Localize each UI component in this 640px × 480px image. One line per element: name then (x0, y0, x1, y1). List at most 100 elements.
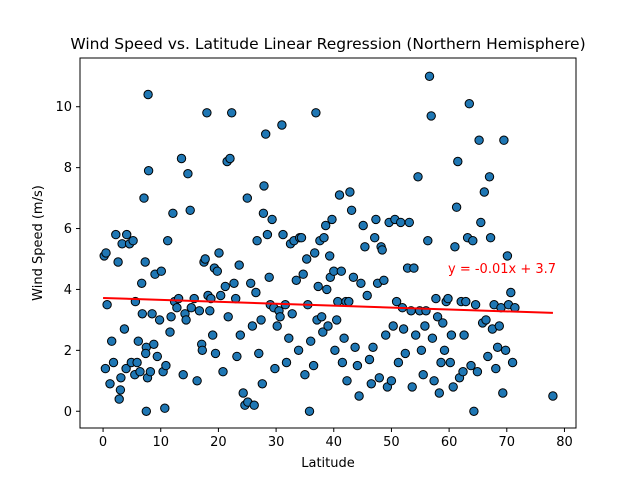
data-point-194 (416, 345, 427, 355)
data-point-80 (227, 108, 237, 118)
data-point-124 (302, 254, 312, 264)
data-point-136 (319, 233, 329, 243)
data-point-44 (163, 236, 173, 246)
data-point-92 (249, 400, 259, 410)
x-tick-label-10: 10 (152, 435, 169, 450)
data-point-52 (178, 370, 188, 380)
data-point-89 (242, 193, 253, 203)
data-point-159 (354, 391, 364, 401)
data-point-69 (208, 330, 218, 340)
data-point-207 (438, 318, 448, 328)
data-point-26 (139, 193, 149, 203)
data-point-104 (267, 214, 277, 225)
data-point-114 (284, 333, 294, 343)
data-point-12 (114, 394, 124, 404)
data-point-90 (246, 278, 256, 288)
data-point-65 (202, 108, 212, 118)
data-point-13 (119, 324, 130, 334)
data-point-97 (257, 379, 267, 389)
data-point-98 (258, 208, 269, 219)
data-point-74 (216, 290, 226, 301)
data-point-64 (200, 254, 210, 264)
data-point-127 (306, 336, 316, 346)
data-point-149 (337, 357, 348, 368)
data-point-251 (548, 391, 558, 401)
y-tick-label-6: 6 (64, 222, 72, 237)
regression-equation: y = -0.01x + 3.7 (448, 262, 556, 277)
data-point-140 (325, 251, 335, 261)
data-point-138 (322, 284, 332, 295)
data-point-101 (262, 229, 273, 240)
data-point-119 (293, 345, 304, 355)
data-point-147 (334, 190, 345, 200)
data-point-163 (362, 290, 372, 301)
data-point-215 (451, 202, 462, 212)
data-point-129 (310, 248, 320, 258)
data-point-135 (318, 327, 328, 337)
data-point-178 (388, 321, 398, 331)
data-point-235 (484, 172, 495, 182)
data-point-36 (149, 339, 159, 349)
data-point-219 (458, 367, 468, 377)
data-point-29 (141, 348, 151, 359)
plot-area-frame (79, 57, 577, 429)
data-point-142 (327, 214, 337, 225)
data-point-109 (275, 312, 285, 322)
data-point-107 (272, 321, 282, 331)
data-point-7 (111, 229, 121, 240)
data-point-177 (386, 376, 397, 386)
data-point-34 (145, 367, 156, 377)
data-point-154 (345, 187, 355, 197)
data-point-205 (434, 388, 444, 398)
x-tick-label-30: 30 (268, 435, 285, 450)
data-point-191 (411, 330, 421, 340)
data-point-199 (424, 71, 435, 82)
data-point-248 (506, 287, 516, 298)
data-point-42 (160, 403, 170, 413)
data-point-243 (498, 388, 508, 398)
x-tick-label-70: 70 (499, 435, 516, 450)
data-point-192 (413, 172, 423, 182)
data-point-8 (113, 257, 123, 267)
data-point-11 (115, 385, 126, 395)
data-point-229 (474, 135, 484, 145)
data-point-96 (256, 315, 266, 325)
data-point-2 (102, 300, 112, 310)
data-point-43 (161, 360, 171, 371)
data-point-51 (176, 153, 187, 164)
data-point-245 (500, 345, 511, 355)
data-point-78 (223, 312, 233, 322)
data-point-27 (140, 257, 150, 267)
data-point-81 (229, 278, 239, 288)
data-point-212 (446, 330, 457, 340)
data-point-85 (235, 330, 246, 340)
data-point-210 (443, 293, 453, 304)
data-point-201 (427, 333, 438, 343)
data-point-153 (344, 296, 354, 307)
x-axis-label: Latitude (301, 456, 355, 471)
data-point-25 (137, 309, 148, 319)
data-point-49 (172, 303, 182, 313)
data-point-211 (445, 357, 455, 368)
data-point-99 (259, 181, 269, 191)
y-tick-label-0: 0 (64, 405, 72, 420)
x-axis-ticks: 0 10 20 30 40 50 60 70 80 (99, 428, 573, 450)
y-axis-label: Wind Speed (m/s) (31, 185, 46, 301)
data-point-59 (192, 376, 202, 386)
regression-line (103, 296, 553, 314)
data-point-46 (166, 312, 176, 322)
data-point-220 (459, 330, 469, 340)
data-point-184 (398, 324, 409, 334)
data-point-1 (101, 248, 111, 258)
data-point-45 (165, 327, 175, 337)
data-point-6 (108, 357, 119, 368)
data-point-76 (220, 281, 231, 292)
data-point-144 (330, 345, 340, 355)
data-point-62 (197, 345, 208, 355)
data-point-246 (502, 251, 513, 261)
data-point-22 (133, 336, 144, 346)
data-point-4 (105, 379, 115, 389)
data-point-71 (210, 348, 221, 359)
data-point-3 (100, 363, 111, 374)
